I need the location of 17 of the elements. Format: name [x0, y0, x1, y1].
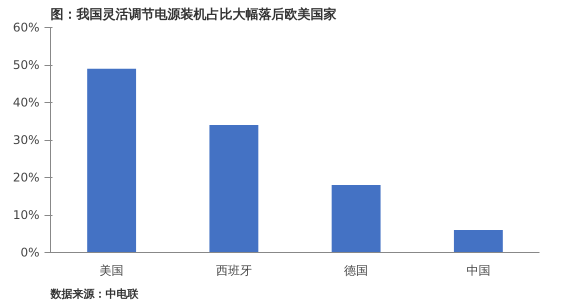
bar [332, 185, 381, 252]
chart-title: 图：我国灵活调节电源装机占比大幅落后欧美国家 [50, 6, 336, 22]
bar [87, 68, 136, 252]
y-tick-label: 40% [12, 96, 40, 110]
x-tick-label: 中国 [466, 264, 490, 278]
y-tick-label: 60% [12, 20, 40, 34]
bar [209, 125, 258, 252]
y-tick-label: 20% [12, 170, 40, 184]
x-tick-label: 德国 [344, 264, 368, 278]
y-tick-label: 0% [20, 246, 40, 260]
x-tick-label: 西班牙 [216, 264, 252, 278]
bar [454, 230, 503, 252]
source-note: 数据来源：中电联 [50, 288, 140, 300]
x-tick-label: 美国 [100, 264, 124, 278]
y-tick-label: 10% [12, 208, 40, 222]
y-tick-label: 30% [12, 133, 40, 147]
y-tick-label: 50% [12, 58, 40, 72]
